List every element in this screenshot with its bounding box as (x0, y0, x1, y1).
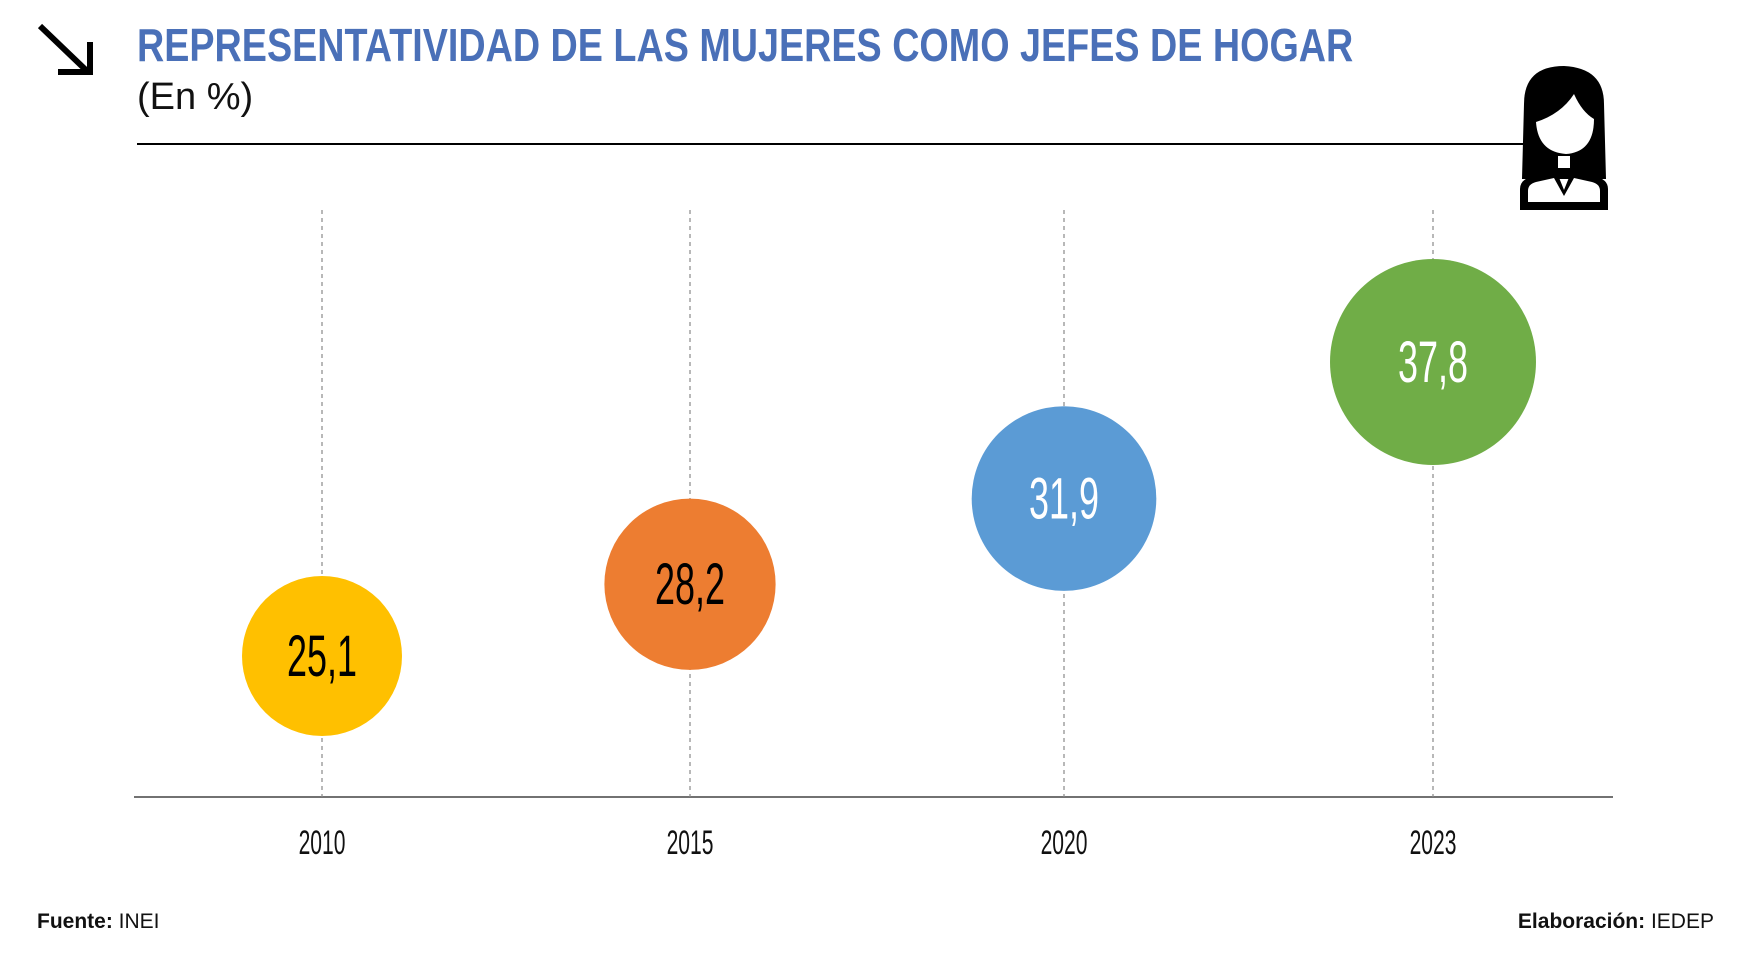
x-tick-label: 2023 (1410, 823, 1457, 861)
value-label-2015: 28,2 (655, 553, 725, 618)
bubble-2023 (1330, 259, 1536, 465)
x-tick-label: 2015 (667, 823, 714, 861)
woman-icon (1520, 66, 1608, 210)
value-label-2023: 37,8 (1398, 330, 1468, 395)
bubble-2010 (242, 576, 402, 736)
source-value: INEI (118, 910, 160, 933)
credit-note: Elaboración: IEDEP (1518, 910, 1714, 934)
value-label-2010: 25,1 (287, 624, 357, 689)
arrow-down-right-icon (37, 23, 93, 75)
credit-label: Elaboración: (1517, 910, 1646, 933)
title-rule (137, 143, 1532, 145)
source-label: Fuente: (37, 910, 113, 933)
credit-value: IEDEP (1650, 910, 1714, 933)
source-note: Fuente: INEI (37, 910, 160, 934)
chart-subtitle: (En %) (137, 76, 254, 118)
bubble-2015 (604, 498, 776, 670)
bubble-2020 (971, 406, 1157, 591)
x-tick-label: 2020 (1041, 823, 1088, 861)
x-tick-label: 2010 (299, 823, 346, 861)
value-label-2020: 31,9 (1029, 467, 1099, 532)
chart-title: REPRESENTATIVIDAD DE LAS MUJERES COMO JE… (137, 19, 1354, 71)
